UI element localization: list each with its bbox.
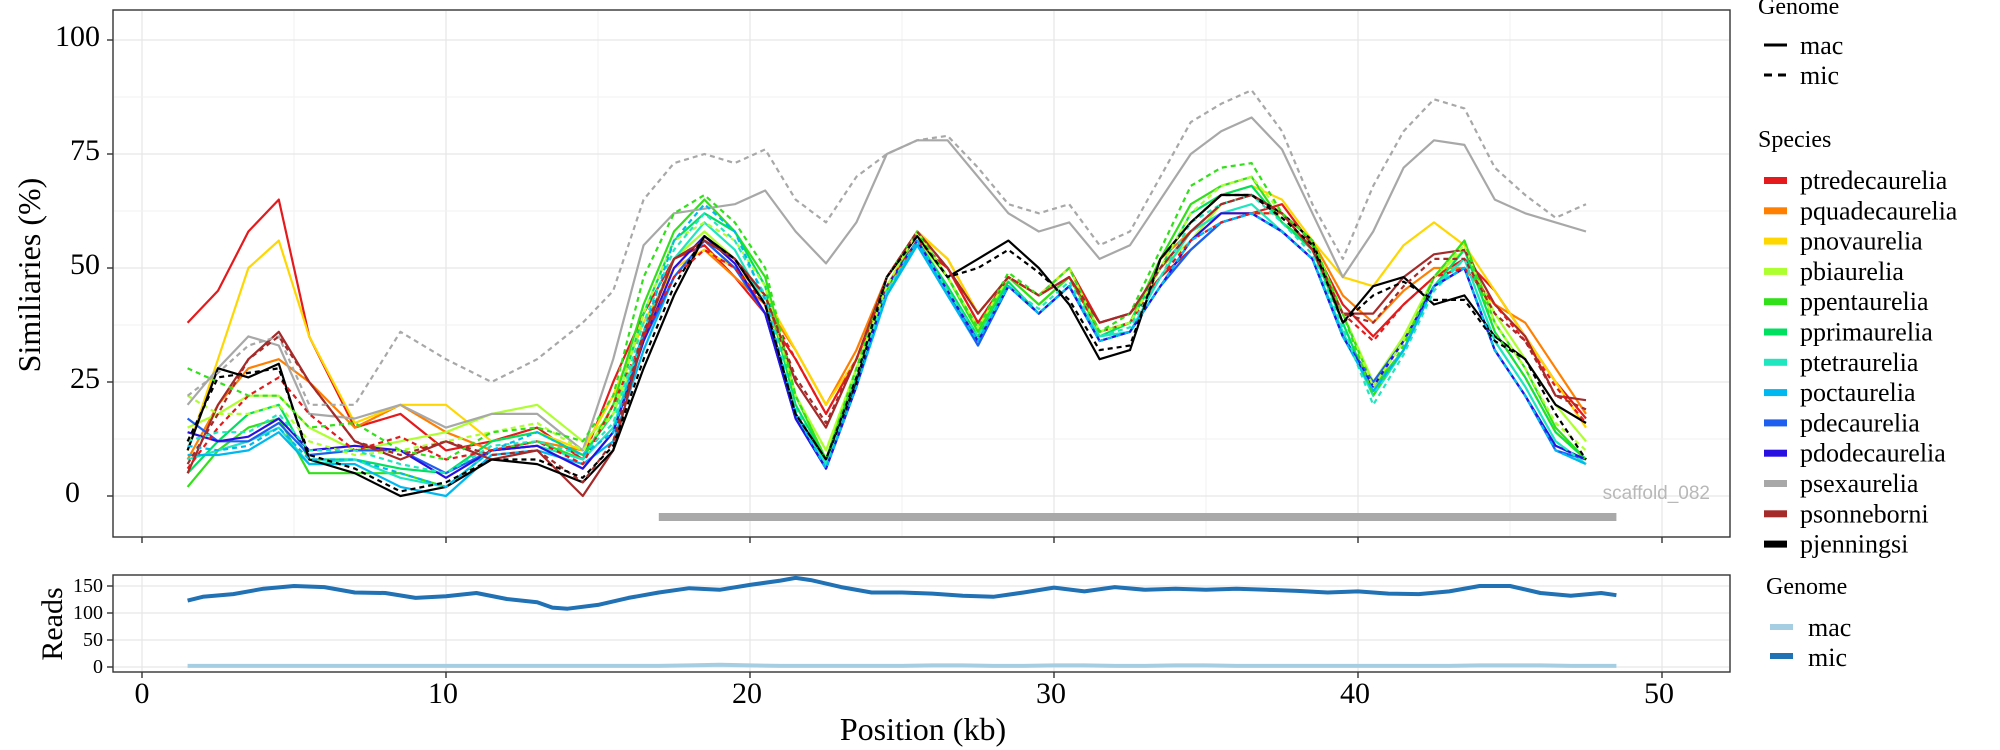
legend-swatch-pbiaurelia <box>1764 267 1787 275</box>
similarity-series <box>186 89 1587 498</box>
series-line-pjenningsi-mic <box>186 193 1587 493</box>
legend-reads-mic-swatch <box>1770 653 1793 659</box>
legend-label-poctaurelia: poctaurelia <box>1800 378 1916 407</box>
x-tick-label: 20 <box>732 677 762 710</box>
legend-species: Species ptredecaureliapquadecaureliapnov… <box>1758 127 1958 559</box>
legend-label-pnovaurelia: pnovaurelia <box>1800 227 1923 256</box>
series-line-ppentaurelia-mic <box>187 162 1587 461</box>
reads-line-mac <box>187 662 1617 668</box>
reads-series <box>187 575 1617 668</box>
series-line-psexaurelia-mic <box>186 89 1587 406</box>
x-tick-label: 0 <box>135 677 150 710</box>
legend-label-ppentaurelia: ppentaurelia <box>1800 287 1929 316</box>
scaffold-region-bar <box>658 513 1617 521</box>
similarity-y-ticks: 100 75 50 25 0 <box>55 20 100 509</box>
legend-swatch-ppentaurelia <box>1764 298 1787 306</box>
legend-genome-label: mic <box>1800 61 1839 90</box>
y-tick-label: 0 <box>93 656 103 678</box>
reads-y-axis-title: Reads <box>36 587 69 660</box>
y-tick-label: 0 <box>65 476 80 509</box>
y-axis-title: Similiaries (%) <box>11 178 47 373</box>
reads-panel-border <box>112 574 1731 673</box>
y-tick-label: 50 <box>83 629 103 651</box>
legend-swatch-pprimaurelia <box>1764 328 1787 336</box>
y-tick-label: 100 <box>73 602 103 624</box>
legend-reads-label: mic <box>1808 643 1847 672</box>
legend-swatch-pjenningsi <box>1764 540 1787 548</box>
legend-swatch-pnovaurelia <box>1764 237 1787 245</box>
series-line-pbiaurelia-mic <box>187 175 1587 457</box>
legend-swatch-pdodecaurelia <box>1764 449 1787 457</box>
scaffold-label: scaffold_082 <box>1603 483 1710 504</box>
legend-genome-title: Genome <box>1758 0 1839 20</box>
legend-label-pjenningsi: pjenningsi <box>1800 530 1908 559</box>
x-axis-ticks: 0 10 20 30 40 50 <box>135 677 1675 710</box>
similarity-panel-border <box>112 9 1731 538</box>
legend-swatch-pdecaurelia <box>1764 419 1787 427</box>
y-tick-label: 100 <box>55 20 100 53</box>
reads-line-mic <box>187 575 1617 611</box>
y-tick-label: 150 <box>73 575 103 597</box>
legend-genome-label: mac <box>1800 31 1843 60</box>
series-line-psonneborni-mic <box>186 193 1587 484</box>
legend-species-title: Species <box>1758 127 1831 153</box>
legend-swatch-psexaurelia <box>1764 480 1787 487</box>
series-line-ptetraurelia-mic <box>187 193 1587 475</box>
legend-swatch-pquadecaurelia <box>1764 207 1787 215</box>
legend-label-pquadecaurelia: pquadecaurelia <box>1800 196 1958 225</box>
series-line-psonneborni-mac <box>186 193 1587 498</box>
legend-swatch-psonneborni <box>1764 510 1787 518</box>
reads-panel: 150 100 50 0 Reads 0 10 20 30 40 50 Posi… <box>36 574 1731 747</box>
legend-label-pdecaurelia: pdecaurelia <box>1800 408 1920 437</box>
y-tick-label: 25 <box>70 362 100 395</box>
legend-label-psexaurelia: psexaurelia <box>1800 469 1919 498</box>
legend-swatch-ptetraurelia <box>1764 358 1787 366</box>
legend-reads-genome: Genome mac mic <box>1766 574 1851 672</box>
series-line-pbiaurelia-mac <box>187 193 1587 452</box>
legend-genome: Genome mac mic <box>1758 0 1843 90</box>
x-tick-label: 40 <box>1340 677 1370 710</box>
legend-reads-label: mac <box>1808 613 1851 642</box>
series-line-pnovaurelia-mac <box>186 184 1587 452</box>
legend-reads-title: Genome <box>1766 574 1847 600</box>
x-tick-label: 10 <box>428 677 458 710</box>
series-line-psexaurelia-mac <box>186 116 1587 452</box>
x-tick-label: 30 <box>1036 677 1066 710</box>
legend-label-pbiaurelia: pbiaurelia <box>1800 257 1904 286</box>
series-line-poctaurelia-mic <box>187 203 1587 488</box>
similarity-panel: 100 75 50 25 0 Similiaries (%) scaffold_… <box>11 9 1731 543</box>
reads-y-ticks: 150 100 50 0 <box>73 575 103 678</box>
legend-label-psonneborni: psonneborni <box>1800 499 1929 528</box>
legend-swatch-ptredecaurelia <box>1764 177 1787 184</box>
legend-reads-mac-swatch <box>1770 624 1793 630</box>
legend-label-pprimaurelia: pprimaurelia <box>1800 318 1933 347</box>
y-tick-label: 75 <box>70 134 100 167</box>
legend-label-pdodecaurelia: pdodecaurelia <box>1800 439 1946 468</box>
legend-swatch-poctaurelia <box>1764 389 1787 397</box>
legend-label-ptredecaurelia: ptredecaurelia <box>1800 166 1948 195</box>
y-tick-label: 50 <box>70 248 100 281</box>
x-axis-title: Position (kb) <box>840 711 1006 747</box>
legend-label-ptetraurelia: ptetraurelia <box>1800 348 1919 377</box>
x-tick-label: 50 <box>1644 677 1674 710</box>
